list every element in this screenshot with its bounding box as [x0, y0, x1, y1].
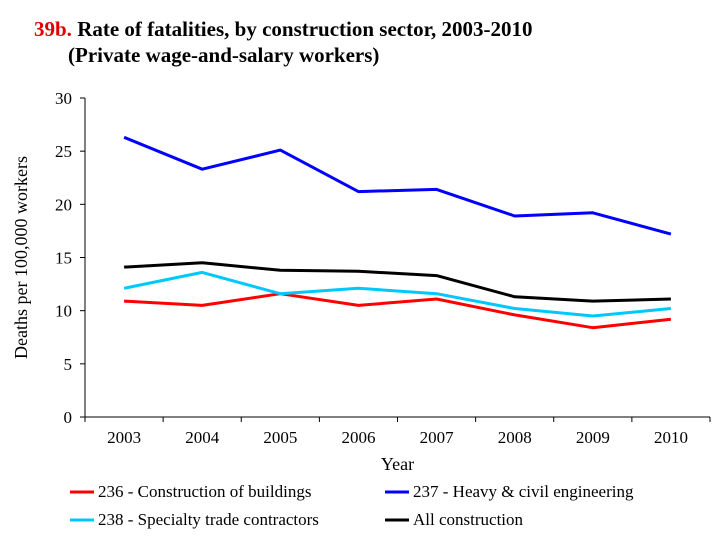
series-line	[124, 292, 672, 330]
x-tick-label: 2003	[107, 428, 141, 447]
y-axis-title: Deaths per 100,000 workers	[11, 156, 31, 359]
x-axis-title: Year	[381, 454, 414, 474]
series-line	[123, 270, 672, 318]
figure-number: 39b.	[34, 17, 72, 41]
y-tick-label: 30	[55, 89, 72, 108]
legend-label: All construction	[413, 510, 524, 529]
x-tick-label: 2008	[498, 428, 532, 447]
axes: 0 5 10 15 20 25 30 2003 2004 2005 2006 2007 2008 2009…	[11, 89, 711, 474]
y-tick-label: 10	[55, 302, 72, 321]
x-tick-label: 2007	[420, 428, 455, 447]
series-line	[124, 261, 671, 303]
x-tick-label: 2005	[263, 428, 297, 447]
x-tick-label: 2006	[341, 428, 375, 447]
legend: 236 - Construction of buildings 237 - Hea…	[70, 482, 634, 529]
title-line-2: (Private wage-and-salary workers)	[68, 43, 380, 67]
series-line	[123, 135, 672, 236]
legend-label: 236 - Construction of buildings	[98, 482, 311, 501]
y-tick-label: 0	[64, 408, 73, 427]
y-tick-label: 5	[64, 355, 73, 374]
y-tick-label: 25	[55, 142, 72, 161]
x-tick-label: 2009	[576, 428, 610, 447]
x-tick-label: 2010	[654, 428, 688, 447]
legend-label: 237 - Heavy & civil engineering	[413, 482, 634, 501]
x-tick-label: 2004	[185, 428, 220, 447]
y-tick-label: 20	[55, 195, 72, 214]
title-line-1: Rate of fatalities, by construction sect…	[77, 17, 533, 41]
series-lines	[123, 135, 672, 330]
legend-label: 238 - Specialty trade contractors	[98, 510, 319, 529]
chart-title: 39b. Rate of fatalities, by construction…	[34, 16, 533, 68]
y-tick-label: 15	[55, 249, 72, 268]
